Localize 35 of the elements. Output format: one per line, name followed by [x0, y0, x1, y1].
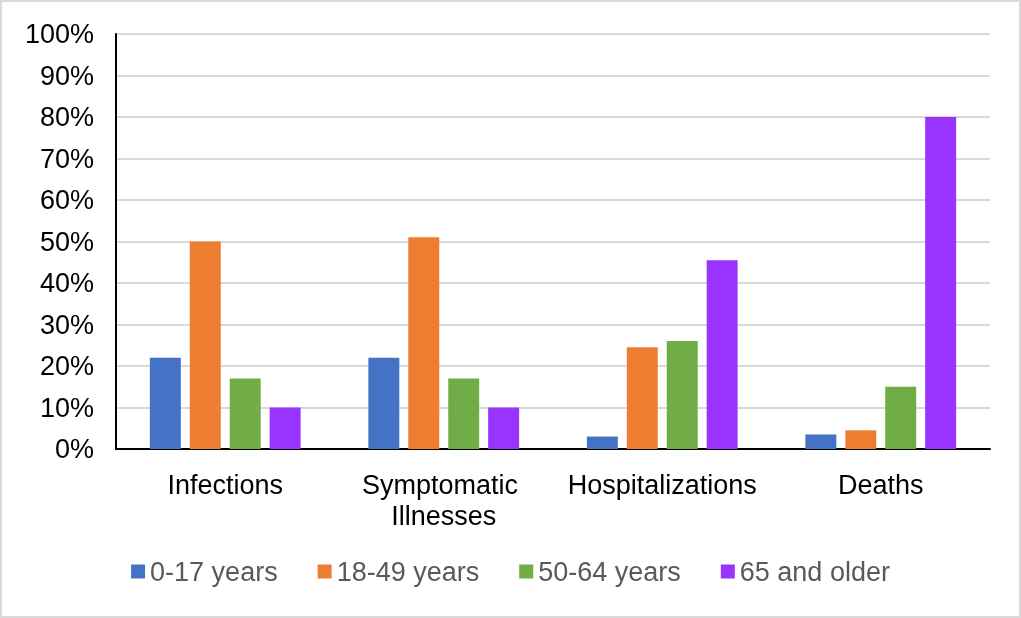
- bar: [845, 430, 877, 449]
- bar: [488, 407, 520, 449]
- bar: [885, 386, 917, 449]
- y-tick-label: 80%: [39, 102, 94, 132]
- legend-label: 0-17 years: [150, 556, 278, 587]
- y-tick-label: 40%: [39, 268, 94, 298]
- bar: [586, 436, 618, 449]
- y-tick-label: 50%: [39, 226, 94, 257]
- y-tick-label: 90%: [39, 60, 94, 91]
- bar: [925, 117, 957, 449]
- x-tick-label: Infections: [167, 469, 284, 500]
- legend-label: 18-49 years: [336, 556, 480, 587]
- y-tick-label: 10%: [39, 392, 94, 423]
- y-tick-label: 60%: [39, 185, 94, 215]
- bar: [368, 357, 400, 449]
- bar: [408, 237, 440, 449]
- x-tick-label: Deaths: [837, 469, 924, 500]
- bar: [189, 241, 221, 449]
- y-tick-label: 70%: [39, 143, 94, 174]
- bar: [448, 378, 480, 449]
- legend-label: 65 and older: [739, 556, 890, 587]
- y-tick-label: 100%: [24, 19, 94, 49]
- y-tick-label: 20%: [39, 351, 94, 381]
- bar: [269, 407, 301, 449]
- y-tick-label: 30%: [39, 309, 94, 340]
- bar: [805, 434, 837, 449]
- bar: [229, 378, 261, 449]
- bar: [626, 347, 658, 449]
- bar: [706, 260, 738, 449]
- bar: [666, 341, 698, 449]
- legend-label: 50-64 years: [538, 556, 681, 587]
- x-tick-label: Hospitalizations: [567, 469, 757, 500]
- x-tick-label: Symptomatic Illnesses: [361, 469, 526, 531]
- y-tick-label: 0%: [54, 434, 94, 464]
- bar: [149, 357, 181, 449]
